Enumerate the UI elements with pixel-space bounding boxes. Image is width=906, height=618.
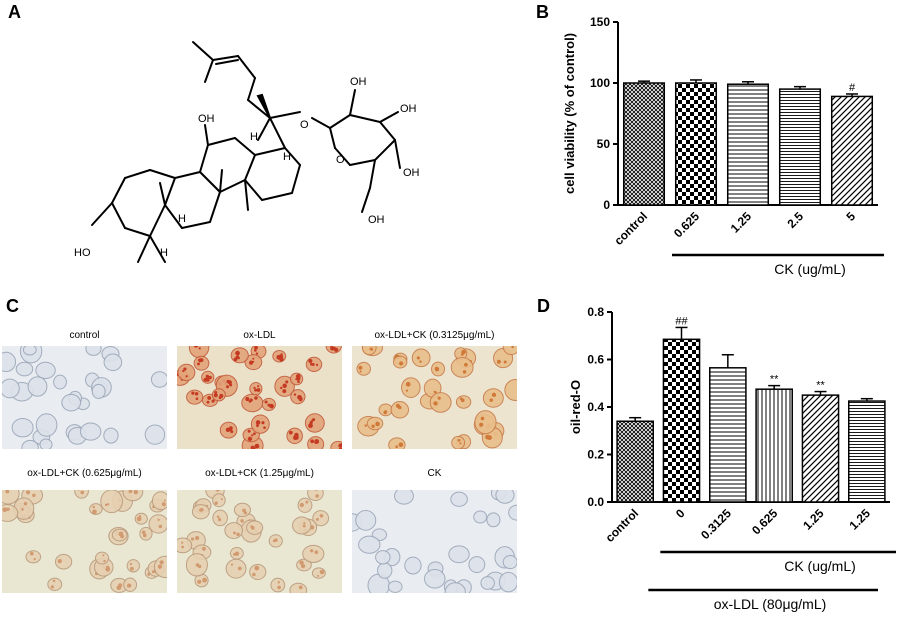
y-tick-label: 0.0 (587, 495, 604, 509)
bar-5 (848, 400, 886, 503)
bar-2 (709, 367, 747, 503)
compound-k-structure: OH OH OH OH O O OH HO H H H H (74, 41, 420, 263)
significance-label: ## (675, 315, 688, 327)
h-label: H (250, 131, 258, 143)
bar-0 (616, 420, 654, 503)
h-label: H (178, 213, 186, 225)
micrograph-label: control (69, 330, 100, 341)
y-tick-label: 50 (597, 137, 611, 151)
y-tick-label: 0.2 (587, 448, 604, 462)
panel-c-letter: C (6, 296, 19, 316)
y-tick-label: 0.8 (587, 305, 604, 319)
micrograph-image (352, 346, 517, 449)
bar-4 (801, 394, 840, 503)
bar-3 (778, 88, 822, 206)
oh-label: OH (368, 214, 385, 226)
y-tick-label: 0 (603, 198, 610, 212)
group-label: CK (ug/mL) (774, 261, 846, 277)
oh-label: OH (403, 167, 420, 179)
micrograph-label: ox-LDL (243, 330, 276, 341)
x-tick-label: 1.25 (800, 506, 827, 533)
bar-3 (755, 388, 793, 503)
oh-label: OH (400, 103, 417, 115)
oh-label: OH (198, 113, 215, 125)
x-tick-label: 5 (843, 209, 858, 224)
x-tick-label: 0.625 (671, 209, 702, 240)
y-axis-label: cell viability (% of control) (562, 33, 577, 194)
group-label-2: ox-LDL (80μg/mL) (714, 596, 827, 612)
panel-d-letter: D (537, 296, 550, 316)
group-label: CK (ug/mL) (784, 558, 856, 574)
ring-oxygen-label: O (336, 154, 345, 166)
bar-1 (662, 338, 701, 503)
bar-1 (674, 82, 718, 206)
ho-label: HO (74, 247, 91, 259)
oh-label: OH (350, 76, 367, 88)
x-tick-label: 1.25 (847, 506, 874, 533)
x-tick-label: 0.625 (749, 506, 780, 537)
h-label: H (160, 247, 168, 259)
x-tick-label: 1.25 (728, 209, 755, 236)
significance-label: ** (770, 374, 779, 386)
micrograph-image (2, 346, 167, 449)
x-tick-label: control (611, 209, 650, 248)
bar-4 (830, 95, 874, 206)
micrograph-image (177, 490, 342, 593)
panel-b-letter: B (536, 2, 549, 22)
micrograph-label: ox-LDL+CK (1.25μg/mL) (205, 468, 314, 479)
y-tick-label: 0.4 (587, 400, 604, 414)
micrograph-image (352, 490, 517, 593)
glycosidic-oxygen-label: O (300, 119, 309, 131)
y-tick-label: 150 (590, 15, 610, 29)
h-label: H (283, 151, 291, 163)
x-tick-label: 0 (673, 506, 688, 521)
cell-viability-chart: 0 50 100 150 cell viability (% of control) co… (562, 15, 884, 277)
significance-label: ** (816, 380, 825, 392)
micrograph-label: ox-LDL+CK (0.3125μg/mL) (374, 330, 495, 341)
x-tick-label: control (603, 506, 642, 545)
x-tick-label: 2.5 (784, 209, 806, 231)
micrograph-label: CK (427, 468, 442, 479)
bar-0 (622, 82, 666, 206)
y-tick-label: 100 (590, 76, 610, 90)
y-tick-label: 0.6 (587, 353, 604, 367)
significance-label: # (849, 82, 856, 94)
panel-a-letter: A (8, 2, 21, 22)
bar-2 (726, 83, 770, 206)
micrograph-image (2, 490, 167, 593)
oil-red-o-chart: 0.0 0.2 0.4 0.6 0.8 oil-red-O control ## 0 0.3125… (568, 305, 896, 612)
x-tick-label: 0.3125 (698, 506, 734, 542)
micrograph-image (177, 346, 342, 449)
micrograph-label: ox-LDL+CK (0.625μg/mL) (27, 468, 142, 479)
y-axis-label: oil-red-O (568, 380, 583, 434)
